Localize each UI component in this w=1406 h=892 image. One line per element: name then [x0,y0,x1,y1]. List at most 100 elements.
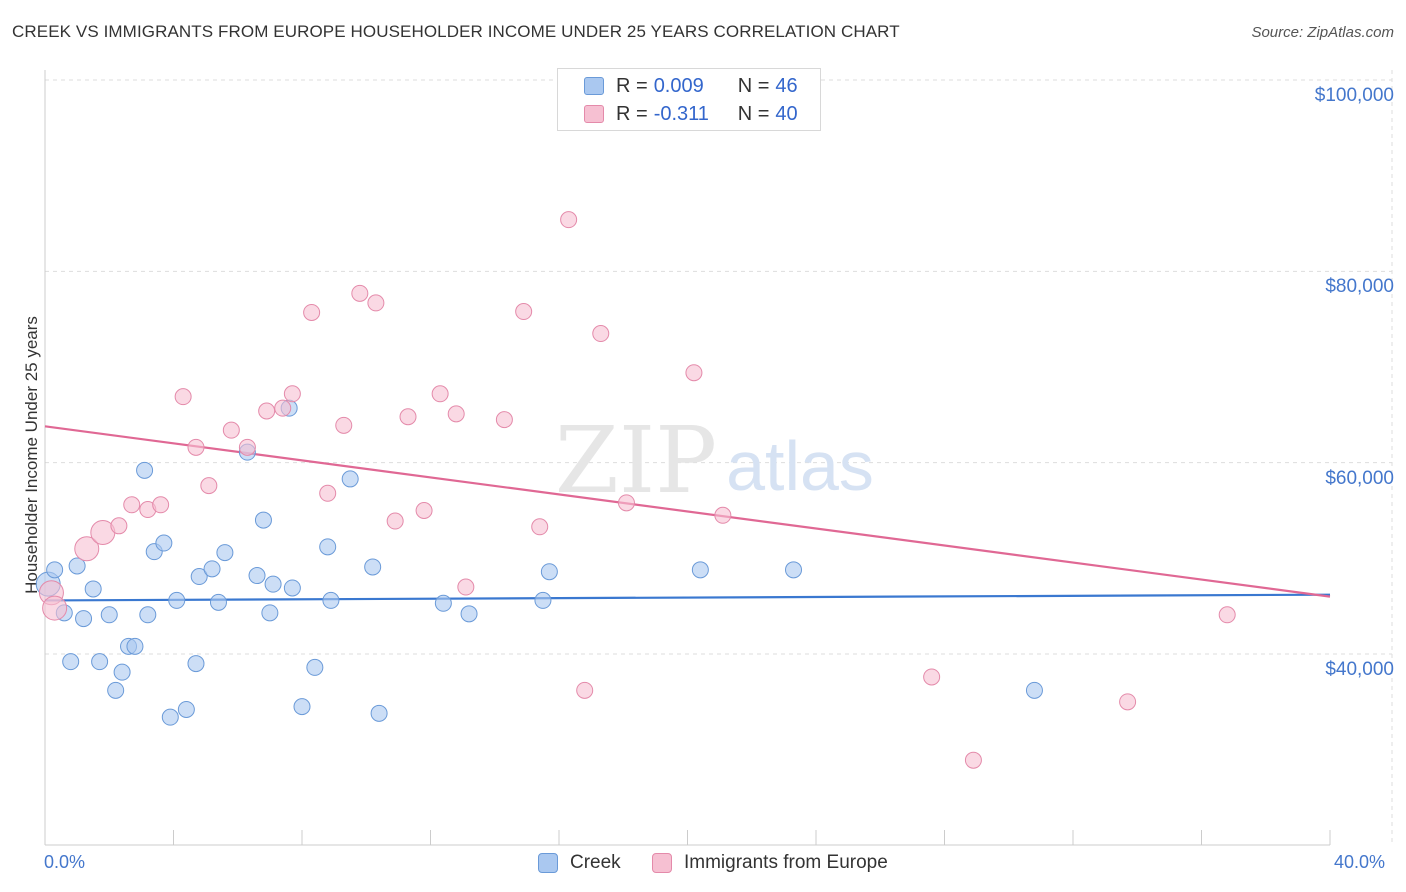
creek-swatch [584,77,604,95]
creek-point-29 [264,575,282,593]
creek-trend-line [44,593,1331,602]
europe-point-2 [74,536,100,562]
creek-point-14 [139,606,157,624]
creek-point-13 [136,461,154,479]
creek-point-10 [113,663,131,681]
y-tick-label-3: $100,000 [1314,85,1394,106]
europe-point-37 [964,751,982,769]
europe-point-1 [42,595,68,621]
creek-point-32 [293,698,311,716]
creek-point-19 [177,700,195,718]
creek-point-9 [107,681,125,699]
europe-legend-swatch [652,853,672,873]
creek-point-37 [364,558,382,576]
europe-point-15 [283,385,301,403]
europe-point-22 [399,408,417,426]
europe-point-9 [187,438,205,456]
creek-point-26 [248,567,266,585]
europe-point-32 [592,325,610,343]
chart-title: CREEK VS IMMIGRANTS FROM EUROPE HOUSEHOL… [12,22,900,41]
axes [44,70,1331,846]
creek-point-12 [126,637,144,655]
europe-point-34 [685,364,703,382]
creek-point-31 [283,579,301,597]
europe-point-36 [923,668,941,686]
x-tick-label-min: 0.0% [44,852,86,872]
y-tick-label-2: $80,000 [1325,276,1394,298]
europe-point-21 [386,512,404,530]
creek-point-38 [370,704,388,722]
creek-point-23 [209,593,227,611]
europe-swatch [584,105,604,123]
creek-point-5 [75,610,93,628]
europe-point-13 [258,402,276,420]
creek-point-7 [91,653,109,671]
creek-point-41 [534,591,552,609]
creek-point-45 [1025,681,1043,699]
europe-point-29 [531,518,549,536]
creek-point-17 [161,708,179,726]
creek-point-28 [261,604,279,622]
europe-point-31 [576,681,594,699]
source-note: Source: ZipAtlas.com [1251,24,1394,41]
creek-point-39 [434,594,452,612]
europe-point-8 [174,388,192,406]
y-tick-label-1: $60,000 [1325,467,1394,489]
x-tick-label-max: 40.0% [1334,852,1386,872]
europe-r-label: R = [616,102,648,125]
creek-point-24 [216,544,234,562]
europe-n-value: 40 [775,102,798,125]
europe-point-25 [447,405,465,423]
europe-point-24 [431,385,449,403]
europe-point-17 [319,484,337,502]
europe-point-26 [457,578,475,596]
creek-point-43 [691,561,709,579]
europe-point-20 [367,294,385,312]
trend-lines [44,425,1331,602]
europe-point-23 [415,502,433,519]
europe-point-27 [495,411,513,429]
creek-legend-swatch [538,853,558,873]
y-tick-label-0: $40,000 [1325,659,1394,680]
europe-point-16 [303,303,321,321]
creek-point-36 [341,470,359,488]
creek-point-27 [254,511,272,529]
watermark-atlas: atlas [726,427,874,505]
creek-legend-label: Creek [570,852,621,873]
creek-point-6 [84,580,102,598]
europe-point-28 [515,303,533,321]
europe-trend-line [44,425,1331,598]
europe-point-7 [152,496,170,514]
europe-point-35 [714,506,732,524]
grid-lines [45,70,1393,845]
europe-point-14 [274,399,292,417]
europe-point-10 [200,477,218,495]
creek-point-4 [68,557,86,575]
europe-point-5 [123,496,141,514]
creek-point-33 [306,658,324,676]
creek-point-20 [187,655,205,673]
europe-point-18 [335,416,353,434]
watermark-zip: ZIP [555,407,717,514]
creek-point-21 [190,568,208,586]
europe-point-38 [1119,693,1137,711]
creek-r-label: R = [616,74,648,97]
europe-point-4 [110,517,128,535]
creek-point-16 [155,534,173,552]
creek-point-3 [62,653,80,671]
legend-row-europe: R = -0.311 N = 40 [584,101,798,127]
creek-n-value: 46 [775,74,798,97]
creek-point-18 [168,591,186,609]
creek-r-value: 0.009 [653,74,704,97]
europe-point-33 [617,494,635,512]
europe-point-39 [1218,606,1236,624]
europe-r-value: -0.311 [653,102,709,125]
creek-point-35 [322,591,340,609]
creek-point-40 [460,605,478,623]
legend-row-creek: R = 0.009 N = 46 [584,73,798,99]
creek-point-34 [319,538,337,556]
series-legend-creek: Creek [538,852,621,874]
europe-point-30 [560,211,578,229]
creek-n-label: N = [737,74,770,97]
